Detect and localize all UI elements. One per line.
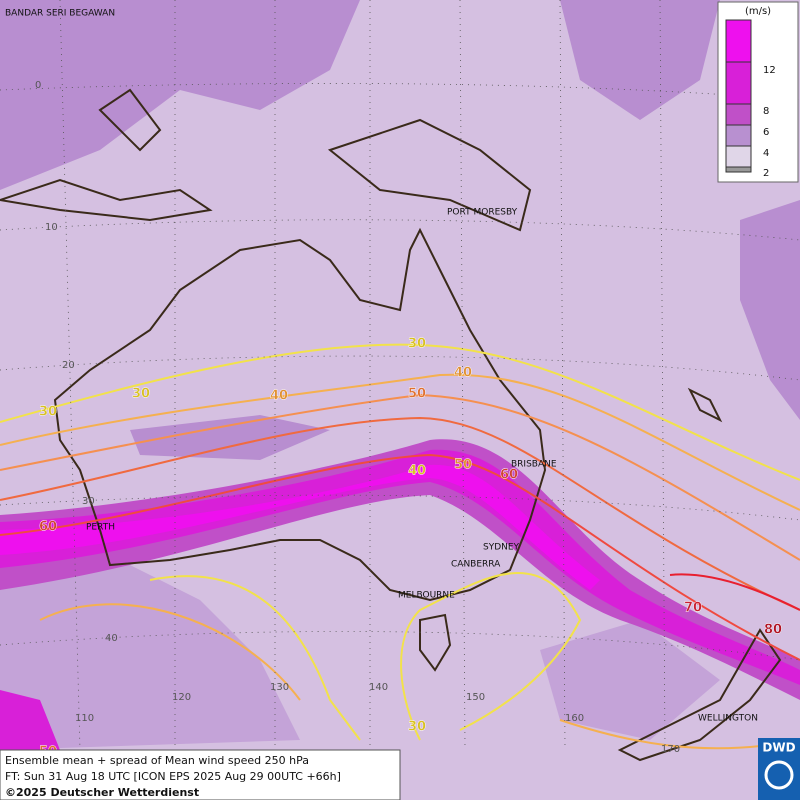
footer-line: ©2025 Deutscher Wetterdienst [5,786,199,799]
contour-label: 30 [408,337,426,352]
longitude-label: 150 [466,692,485,703]
contour-label: 80 [764,623,782,638]
longitude-label: 130 [270,682,289,693]
city-label: MELBOURNE [398,591,455,601]
logo-mark [764,760,794,790]
latitude-label: 40 [105,633,118,644]
longitude-label: 170 [661,744,680,755]
longitude-label: 120 [172,692,191,703]
jet-band [0,439,800,750]
contour-label: 40 [270,389,288,404]
longitude-label: 140 [369,682,388,693]
footer-line: FT: Sun 31 Aug 18 UTC [ICON EPS 2025 Aug… [5,770,341,783]
coastlines [0,88,782,762]
city-label: BANDAR SERI BEGAWAN [5,9,115,19]
longitude-label: 160 [565,713,584,724]
logo: DWD [762,741,795,755]
legend: (m/s) [717,1,799,183]
contour-label: 50 [408,387,426,402]
legend-unit: (m/s) [745,6,771,17]
city-label: PERTH [86,523,115,533]
contour-label: 50 [454,458,472,473]
contours [0,343,800,750]
latitude-label: 0 [35,80,41,91]
contour-label: 60 [39,520,57,535]
contour-label: 30 [408,720,426,735]
longitude-label: 110 [75,713,94,724]
logo-box [758,738,800,800]
city-label: CANBERRA [451,560,501,570]
city-label: BRISBANE [511,460,557,470]
contour-label: 40 [454,366,472,381]
contour-label: 40 [408,464,426,479]
legend-label: 2 [763,168,769,179]
contour-label: 30 [39,405,57,420]
latitude-label: 30 [82,496,95,507]
latitude-label: 10 [45,222,58,233]
footer-box [0,749,401,801]
city-label: PORT MORESBY [447,208,518,218]
contour-label: 30 [132,387,150,402]
city-label: WELLINGTON [698,714,758,724]
city-label: SYDNEY [483,543,520,553]
labels: BANDAR SERI BEGAWAN PORT MORESBY BRISBANE P… [5,9,782,760]
legend-label: 8 [763,106,769,117]
legend-label: 6 [763,127,769,138]
legend-label: 4 [763,148,769,159]
legend-label: 12 [763,65,776,76]
footer-line: Ensemble mean + spread of Mean wind spee… [5,754,309,767]
contour-label: 60 [500,468,518,483]
contour-label: 70 [684,601,702,616]
spread-areas [0,0,800,750]
latitude-label: 20 [62,360,75,371]
